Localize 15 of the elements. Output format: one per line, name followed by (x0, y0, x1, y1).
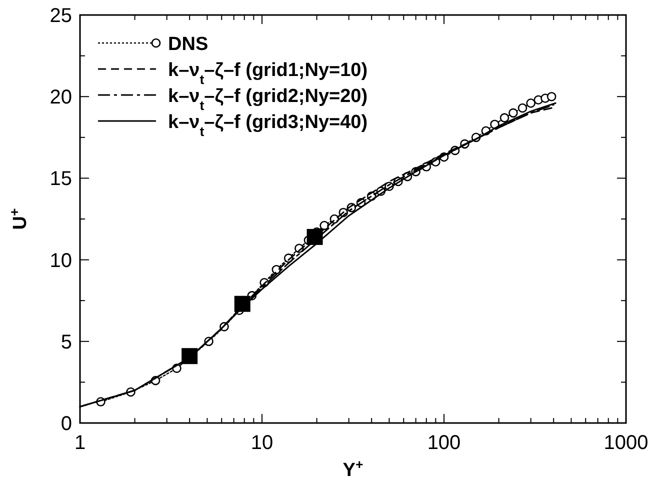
y-tick-label: 10 (50, 250, 72, 272)
y-tick-label: 0 (60, 413, 72, 435)
x-tick-label: 10 (250, 432, 274, 454)
x-tick-label: 1000 (604, 432, 648, 454)
legend-label: k–ν$_{t}$–ζ–f (grid1;Ny=10) (168, 60, 368, 86)
legend-label: k–ν$_{t}$–ζ–f (grid3;Ny=40) (168, 112, 368, 138)
y-tick-label: 25 (50, 5, 72, 27)
y-tick-label: 20 (50, 86, 72, 109)
y-tick-label: 15 (50, 168, 72, 190)
x-tick-label: 1 (74, 432, 86, 454)
legend-label: DNS (168, 34, 208, 55)
y-tick-label: 5 (60, 331, 72, 354)
x-axis-title: Y$^{+}$ (342, 456, 364, 481)
legend-label: k–ν$_{t}$–ζ–f (grid2;Ny=20) (168, 86, 368, 112)
x-tick-label: 100 (427, 432, 461, 454)
